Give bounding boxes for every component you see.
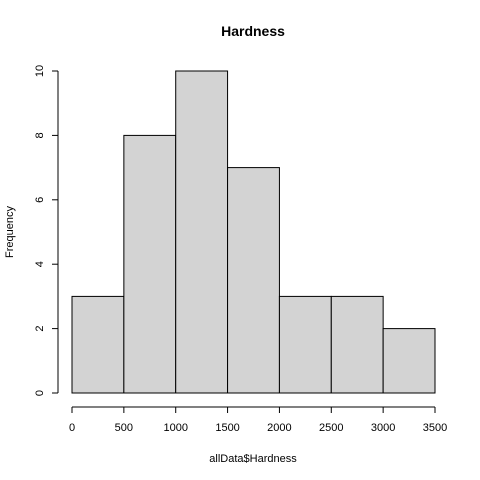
y-tick-label: 0: [34, 390, 46, 396]
bars-group: [71, 70, 436, 394]
x-tick-label: 2500: [319, 422, 343, 434]
histogram-bar-1: [123, 134, 177, 394]
y-axis: 0 2 4 6 8 10: [34, 65, 59, 396]
y-tick-label: 8: [34, 132, 46, 138]
chart-title: Hardness: [221, 23, 285, 39]
x-tick-label: 1000: [163, 422, 187, 434]
x-tick-label: 500: [115, 422, 133, 434]
histogram-bar-6: [382, 328, 436, 394]
x-tick-label: 2000: [267, 422, 291, 434]
histogram-bar-4: [278, 295, 332, 394]
histogram-bar-5: [330, 295, 384, 394]
x-axis: 0 500 1000 1500 2000 2500 3000 3500: [69, 406, 447, 434]
y-tick-label: 4: [34, 261, 46, 267]
y-tick-label: 2: [34, 326, 46, 332]
x-tick-label: 3000: [371, 422, 395, 434]
x-axis-label: allData$Hardness: [209, 453, 297, 465]
x-tick-label: 0: [69, 422, 75, 434]
y-tick-label: 6: [34, 197, 46, 203]
y-axis-label: Frequency: [4, 206, 16, 258]
histogram-bar-2: [175, 70, 229, 394]
histogram-bar-0: [71, 295, 125, 394]
y-tick-label: 10: [34, 65, 46, 77]
x-tick-label: 3500: [423, 422, 447, 434]
histogram-bar-3: [227, 167, 280, 394]
x-tick-label: 1500: [215, 422, 239, 434]
